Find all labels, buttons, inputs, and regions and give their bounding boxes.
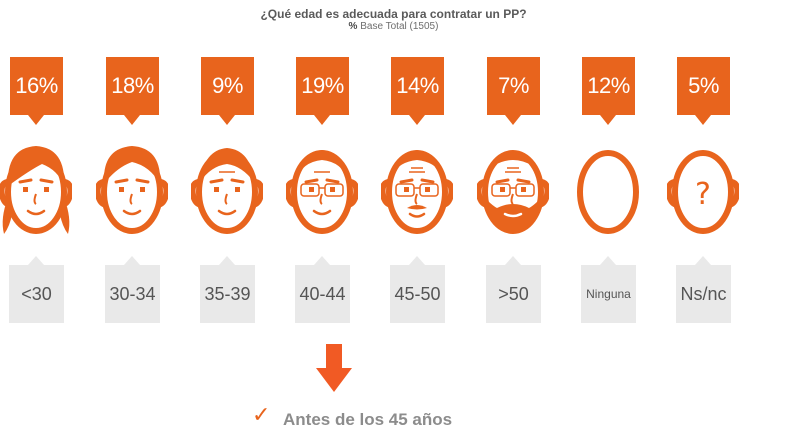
value-pointer — [409, 115, 425, 125]
category-pointer — [314, 256, 330, 265]
age-column: 12% Ninguna — [572, 0, 644, 330]
value-label: 5% — [677, 57, 730, 115]
category-pointer — [28, 256, 44, 265]
down-arrow-icon — [316, 344, 352, 392]
value-pointer — [219, 115, 235, 125]
age-column: 14% 45-50 — [381, 0, 453, 330]
category-pointer — [505, 256, 521, 265]
category-pointer — [600, 256, 616, 265]
face-40s-glasses-icon — [286, 150, 358, 234]
value-pointer — [600, 115, 616, 125]
value-pointer — [505, 115, 521, 125]
age-column: 18% 30-34 — [96, 0, 168, 330]
value-label: 19% — [296, 57, 349, 115]
value-label: 9% — [201, 57, 254, 115]
conclusion-text: Antes de los 45 años — [283, 410, 453, 429]
category-label: 45-50 — [390, 265, 445, 323]
face-45s-mustache-icon — [381, 150, 453, 234]
age-column: 5%? Ns/nc — [667, 0, 739, 330]
category-pointer — [219, 256, 235, 265]
face-30s-icon — [96, 146, 168, 234]
age-column: 7% >50 — [477, 0, 549, 330]
svg-text:?: ? — [695, 177, 711, 212]
age-column: 19% 40-44 — [286, 0, 358, 330]
value-label: 18% — [106, 57, 159, 115]
face-question-icon: ? — [667, 150, 739, 234]
category-pointer — [695, 256, 711, 265]
value-pointer — [314, 115, 330, 125]
age-column: 9% 35-39 — [191, 0, 263, 330]
face-young-icon — [0, 146, 72, 234]
value-label: 12% — [582, 57, 635, 115]
value-label: 16% — [10, 57, 63, 115]
category-label: 30-34 — [105, 265, 160, 323]
subtitle-base: Base Total (1505) — [360, 21, 439, 32]
subtitle-unit: % — [348, 21, 358, 32]
category-pointer — [409, 256, 425, 265]
category-label: 40-44 — [295, 265, 350, 323]
face-35s-icon — [191, 148, 263, 234]
value-pointer — [28, 115, 44, 125]
category-label: Ns/nc — [676, 265, 731, 323]
value-pointer — [695, 115, 711, 125]
category-label: >50 — [486, 265, 541, 323]
face-50s-beard-icon — [477, 150, 549, 234]
value-label: 7% — [487, 57, 540, 115]
checkmark-icon: ✓ — [252, 402, 271, 427]
age-column: 16% <30 — [0, 0, 72, 330]
category-label: <30 — [9, 265, 64, 323]
chart-title: ¿Qué edad es adecuada para contratar un … — [260, 7, 527, 21]
value-label: 14% — [391, 57, 444, 115]
category-label: 35-39 — [200, 265, 255, 323]
value-pointer — [124, 115, 140, 125]
category-label: Ninguna — [581, 265, 636, 323]
chart-subtitle: % Base Total (1505) — [0, 21, 787, 32]
face-blank-icon — [577, 150, 639, 234]
category-pointer — [124, 256, 140, 265]
